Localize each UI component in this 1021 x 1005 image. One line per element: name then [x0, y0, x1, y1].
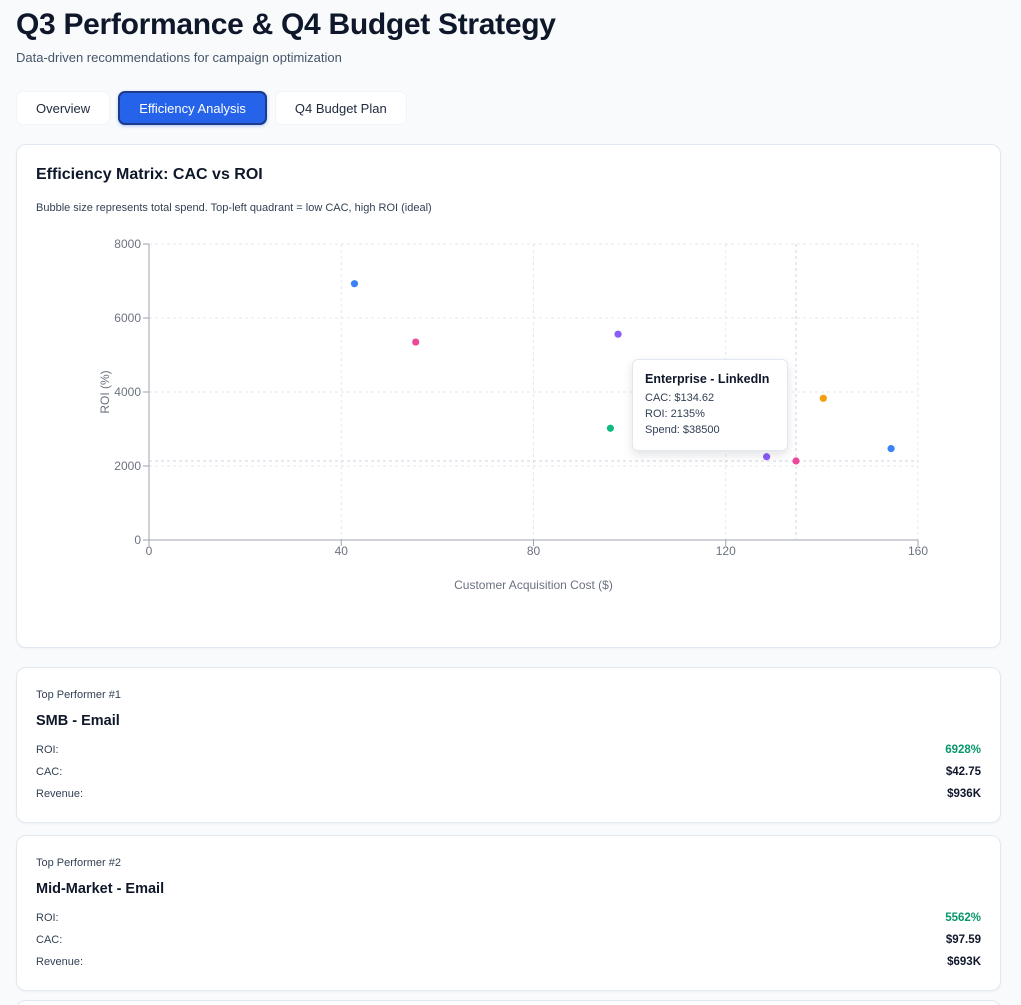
y-tick-label: 4000: [114, 385, 141, 399]
roi-label: ROI:: [36, 744, 59, 756]
data-point[interactable]: [792, 457, 800, 465]
cac-value: $97.59: [945, 934, 981, 946]
tab-overview[interactable]: Overview: [16, 91, 111, 125]
tab-q4-budget-plan[interactable]: Q4 Budget Plan: [274, 91, 407, 125]
page-title: Q3 Performance & Q4 Budget Strategy: [16, 8, 556, 41]
chart-title: Efficiency Matrix: CAC vs ROI: [36, 166, 263, 183]
performer-rank-label: Top Performer #2: [36, 857, 121, 869]
roi-label: ROI:: [36, 912, 59, 924]
performer-revenue-row: Revenue: $693K: [36, 954, 981, 970]
data-point[interactable]: [887, 445, 895, 453]
performer-name: SMB - Email: [36, 713, 120, 729]
tab-bar: Overview Efficiency Analysis Q4 Budget P…: [16, 91, 407, 125]
chart-description: Bubble size represents total spend. Top-…: [36, 202, 432, 214]
y-tick-label: 0: [134, 533, 141, 547]
revenue-label: Revenue:: [36, 956, 84, 968]
x-tick-label: 0: [146, 544, 153, 558]
x-tick-label: 80: [527, 544, 541, 558]
performer-rank-label: Top Performer #1: [36, 689, 121, 701]
performer-roi-row: ROI: 6928%: [36, 742, 981, 758]
tooltip-title: Enterprise - LinkedIn: [645, 372, 770, 386]
revenue-label: Revenue:: [36, 788, 84, 800]
roi-value: 6928%: [945, 744, 981, 756]
next-card-edge: [16, 1000, 1001, 1005]
performer-cac-row: CAC: $97.59: [36, 932, 981, 948]
revenue-value: $936K: [947, 788, 981, 800]
chart-tooltip: Enterprise - LinkedIn CAC: $134.62 ROI: …: [632, 359, 788, 451]
cac-label: CAC:: [36, 934, 63, 946]
y-tick-label: 6000: [114, 311, 141, 325]
data-point[interactable]: [412, 338, 420, 346]
y-tick-label: 2000: [114, 459, 141, 473]
x-tick-label: 120: [716, 544, 736, 558]
tab-efficiency-analysis[interactable]: Efficiency Analysis: [118, 91, 267, 125]
y-axis-label: ROI (%): [98, 370, 112, 413]
data-point[interactable]: [763, 453, 771, 461]
x-tick-label: 160: [908, 544, 928, 558]
performer-cac-row: CAC: $42.75: [36, 764, 981, 780]
page-subtitle: Data-driven recommendations for campaign…: [16, 50, 342, 65]
data-point[interactable]: [819, 394, 827, 402]
performer-name: Mid-Market - Email: [36, 881, 165, 897]
tooltip-cac: CAC: $134.62: [645, 392, 715, 404]
top-performer-card-2: Top Performer #2 Mid-Market - Email ROI:…: [16, 835, 1001, 991]
cac-label: CAC:: [36, 766, 63, 778]
performer-roi-row: ROI: 5562%: [36, 910, 981, 926]
revenue-value: $693K: [947, 956, 981, 968]
tooltip-spend: Spend: $38500: [645, 424, 720, 436]
efficiency-matrix-card: Efficiency Matrix: CAC vs ROI Bubble siz…: [16, 144, 1001, 648]
x-tick-label: 40: [335, 544, 349, 558]
cac-value: $42.75: [945, 766, 981, 778]
data-point[interactable]: [614, 330, 622, 338]
data-point[interactable]: [606, 424, 615, 432]
y-tick-label: 8000: [114, 237, 141, 251]
top-performer-card-1: Top Performer #1 SMB - Email ROI: 6928% …: [16, 667, 1001, 823]
performer-revenue-row: Revenue: $936K: [36, 786, 981, 802]
x-axis-label: Customer Acquisition Cost ($): [454, 578, 613, 592]
scatter-chart[interactable]: 0 40 80 120 160 0 2000 4000 6000 8000 Customer Ac…: [17, 145, 1002, 649]
tooltip-roi: ROI: 2135%: [645, 408, 705, 420]
roi-value: 5562%: [945, 912, 981, 924]
data-point[interactable]: [350, 280, 359, 288]
